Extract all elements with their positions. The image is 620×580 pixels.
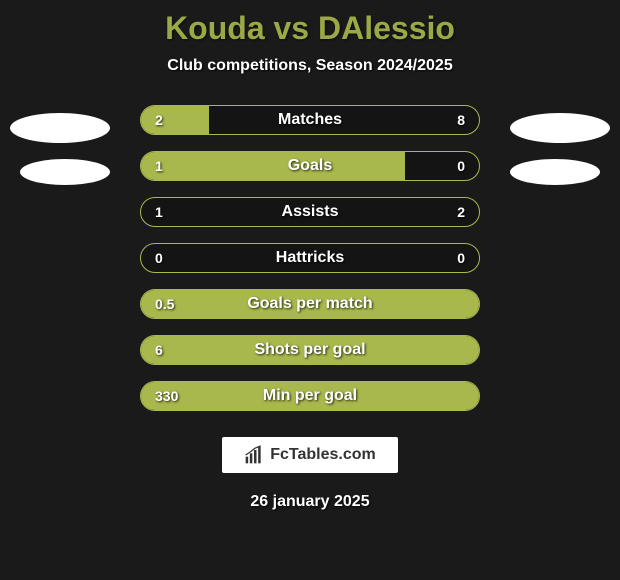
date-label: 26 january 2025 (250, 493, 369, 511)
stat-label: Goals (288, 157, 332, 175)
subtitle: Club competitions, Season 2024/2025 (167, 57, 452, 75)
team-right-logo-placeholder (510, 159, 600, 185)
stat-label: Assists (282, 203, 339, 221)
logo-text: FcTables.com (270, 446, 376, 464)
stat-row: 1 0 Goals (140, 151, 480, 181)
player-right-avatar-placeholder (510, 113, 610, 143)
bar-fill-left (141, 106, 209, 134)
stat-value-left: 2 (155, 112, 163, 128)
stat-row: 0.5 Goals per match (140, 289, 480, 319)
stat-value-left: 0.5 (155, 296, 174, 312)
stat-value-left: 0 (155, 250, 163, 266)
stat-label: Min per goal (263, 387, 357, 405)
stat-label: Goals per match (247, 295, 372, 313)
chart-icon (244, 445, 264, 465)
stat-row: 330 Min per goal (140, 381, 480, 411)
stat-label: Matches (278, 111, 342, 129)
team-left-logo-placeholder (20, 159, 110, 185)
stat-value-right: 0 (457, 158, 465, 174)
stat-row: 0 0 Hattricks (140, 243, 480, 273)
stat-value-left: 1 (155, 204, 163, 220)
stat-value-left: 6 (155, 342, 163, 358)
stat-label: Shots per goal (254, 341, 365, 359)
player-left-avatar-placeholder (10, 113, 110, 143)
stat-value-left: 330 (155, 388, 178, 404)
bar-fill-left (141, 152, 405, 180)
fctables-logo: FcTables.com (222, 437, 398, 473)
stat-value-right: 0 (457, 250, 465, 266)
stat-row: 2 8 Matches (140, 105, 480, 135)
stat-row: 6 Shots per goal (140, 335, 480, 365)
stat-row: 1 2 Assists (140, 197, 480, 227)
stat-label: Hattricks (276, 249, 344, 267)
stats-bars: 2 8 Matches 1 0 Goals 1 2 Assists 0 0 Hattricks 0.5 G… (140, 105, 480, 411)
stat-value-right: 2 (457, 204, 465, 220)
stat-value-right: 8 (457, 112, 465, 128)
chart-area: 2 8 Matches 1 0 Goals 1 2 Assists 0 0 Hattricks 0.5 G… (0, 105, 620, 411)
page-title: Kouda vs DAlessio (165, 10, 455, 47)
stat-value-left: 1 (155, 158, 163, 174)
